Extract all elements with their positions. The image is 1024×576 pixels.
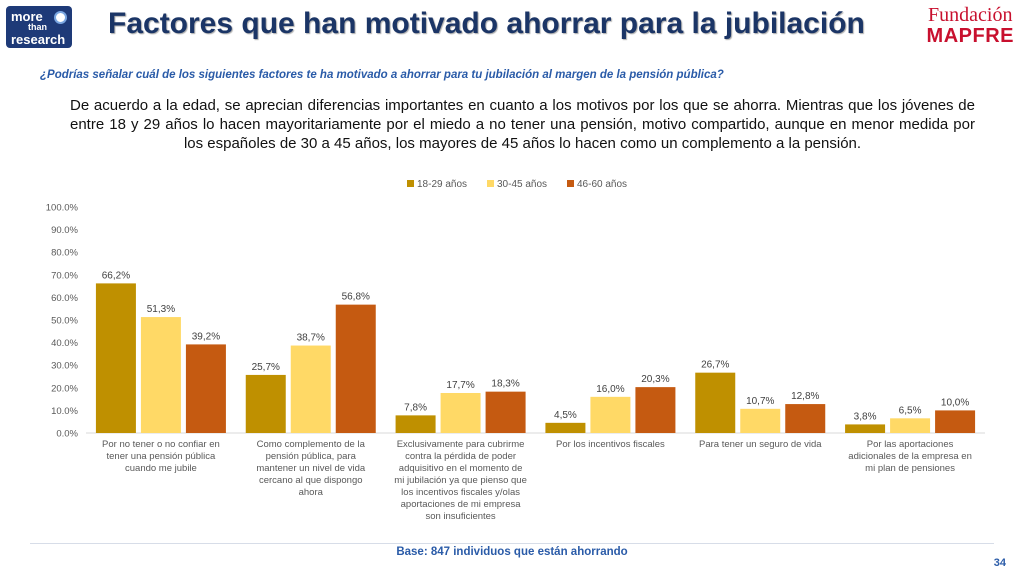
data-label: 56,8% — [342, 292, 370, 303]
survey-question: ¿Podrías señalar cuál de los siguientes … — [40, 69, 724, 81]
bar — [935, 410, 976, 433]
data-label: 38,7% — [297, 333, 325, 344]
category-label: cercano al que dispongo — [259, 475, 363, 486]
y-tick-label: 10.0% — [51, 406, 78, 417]
bar-chart: 0.0% 10.0% 20.0% 30.0% 40.0% 50.0% 60.0% 70.0% 8… — [46, 179, 985, 522]
category-label: Por las aportaciones — [867, 439, 954, 450]
page-number: 34 — [993, 557, 1006, 569]
legend-swatch — [487, 180, 494, 187]
category-label: son insuficientes — [425, 511, 495, 522]
category-label: Para tener un seguro de vida — [699, 439, 822, 450]
bar — [485, 391, 526, 433]
brand-mapfre: MAPFRE — [926, 25, 1014, 47]
bar — [245, 374, 286, 433]
data-label: 12,8% — [791, 391, 819, 402]
category-label: los incentivos fiscales y/olas — [401, 487, 520, 498]
category-label: Por los incentivos fiscales — [556, 439, 665, 450]
data-label: 39,2% — [192, 331, 220, 342]
category-label: mi jubilación ya que pienso que — [394, 475, 527, 486]
category-label: adquisitivo en el momento de — [399, 463, 523, 474]
bar — [335, 304, 376, 433]
y-tick-label: 60.0% — [51, 293, 78, 304]
legend-label: 18-29 años — [417, 179, 467, 190]
more-than-research-logo: more than research — [6, 6, 72, 48]
y-tick-label: 100.0% — [46, 203, 79, 214]
bar — [185, 344, 226, 433]
category-label: adicionales de la empresa en — [848, 451, 972, 462]
fundacion-mapfre-logo: Fundación MAPFRE — [927, 4, 1014, 46]
data-label: 16,0% — [596, 384, 624, 395]
bar — [785, 404, 826, 433]
data-label: 51,3% — [147, 304, 175, 315]
category-label: ahora — [299, 487, 324, 498]
data-label: 10,0% — [941, 397, 969, 408]
bar — [740, 408, 781, 433]
y-tick-label: 90.0% — [51, 225, 78, 236]
bar — [545, 422, 586, 433]
bar — [695, 372, 736, 433]
category-label: pensión pública, para — [266, 451, 357, 462]
logo-text-more: more — [11, 9, 43, 24]
bar — [635, 387, 676, 433]
category-label: tener una pensión pública — [107, 451, 217, 462]
category-label: Exclusivamente para cubrirme — [397, 439, 525, 450]
logo-text-than: than — [28, 22, 47, 32]
legend-swatch — [567, 180, 574, 187]
data-label: 10,7% — [746, 396, 774, 407]
data-label: 18,3% — [491, 379, 519, 390]
data-label: 4,5% — [554, 410, 577, 421]
data-label: 25,7% — [252, 362, 280, 373]
data-label: 17,7% — [446, 380, 474, 391]
bar — [95, 283, 136, 433]
bar — [890, 418, 931, 433]
y-tick-label: 70.0% — [51, 270, 78, 281]
category-label: aportaciones de mi empresa — [401, 499, 522, 510]
bar — [290, 345, 331, 433]
brand-fundacion: Fundación — [928, 4, 1013, 26]
bar — [590, 396, 631, 433]
y-tick-label: 50.0% — [51, 316, 78, 327]
y-tick-label: 80.0% — [51, 248, 78, 259]
bar — [440, 392, 481, 433]
legend-swatch — [407, 180, 414, 187]
summary-paragraph: De acuerdo a la edad, se aprecian difere… — [70, 97, 975, 152]
logo-circle-icon — [54, 11, 67, 24]
legend-label: 46-60 años — [577, 179, 627, 190]
sample-base-note: Base: 847 individuos que están ahorrando — [396, 546, 628, 558]
logo-text-research: research — [11, 32, 66, 47]
data-label: 26,7% — [701, 360, 729, 371]
y-tick-label: 0.0% — [56, 429, 78, 440]
data-label: 6,5% — [899, 405, 922, 416]
y-tick-label: 30.0% — [51, 361, 78, 372]
category-label: Como complemento de la — [257, 439, 366, 450]
legend-label: 30-45 años — [497, 179, 547, 190]
category-label: mantener un nivel de vida — [256, 463, 366, 474]
data-label: 3,8% — [854, 411, 877, 422]
category-label: mi plan de pensiones — [865, 463, 955, 474]
footer-divider — [30, 543, 994, 544]
y-tick-label: 20.0% — [51, 383, 78, 394]
bar — [395, 415, 436, 433]
category-label: Por no tener o no confiar en — [102, 439, 220, 450]
data-label: 7,8% — [404, 402, 427, 413]
y-tick-label: 40.0% — [51, 338, 78, 349]
page-title: Factores que han motivado ahorrar para l… — [108, 7, 865, 40]
category-label: cuando me jubile — [125, 463, 197, 474]
bar — [845, 424, 886, 433]
data-label: 20,3% — [641, 374, 669, 385]
data-label: 66,2% — [102, 270, 130, 281]
category-label: contra la pérdida de poder — [405, 451, 516, 462]
bar — [140, 317, 181, 433]
